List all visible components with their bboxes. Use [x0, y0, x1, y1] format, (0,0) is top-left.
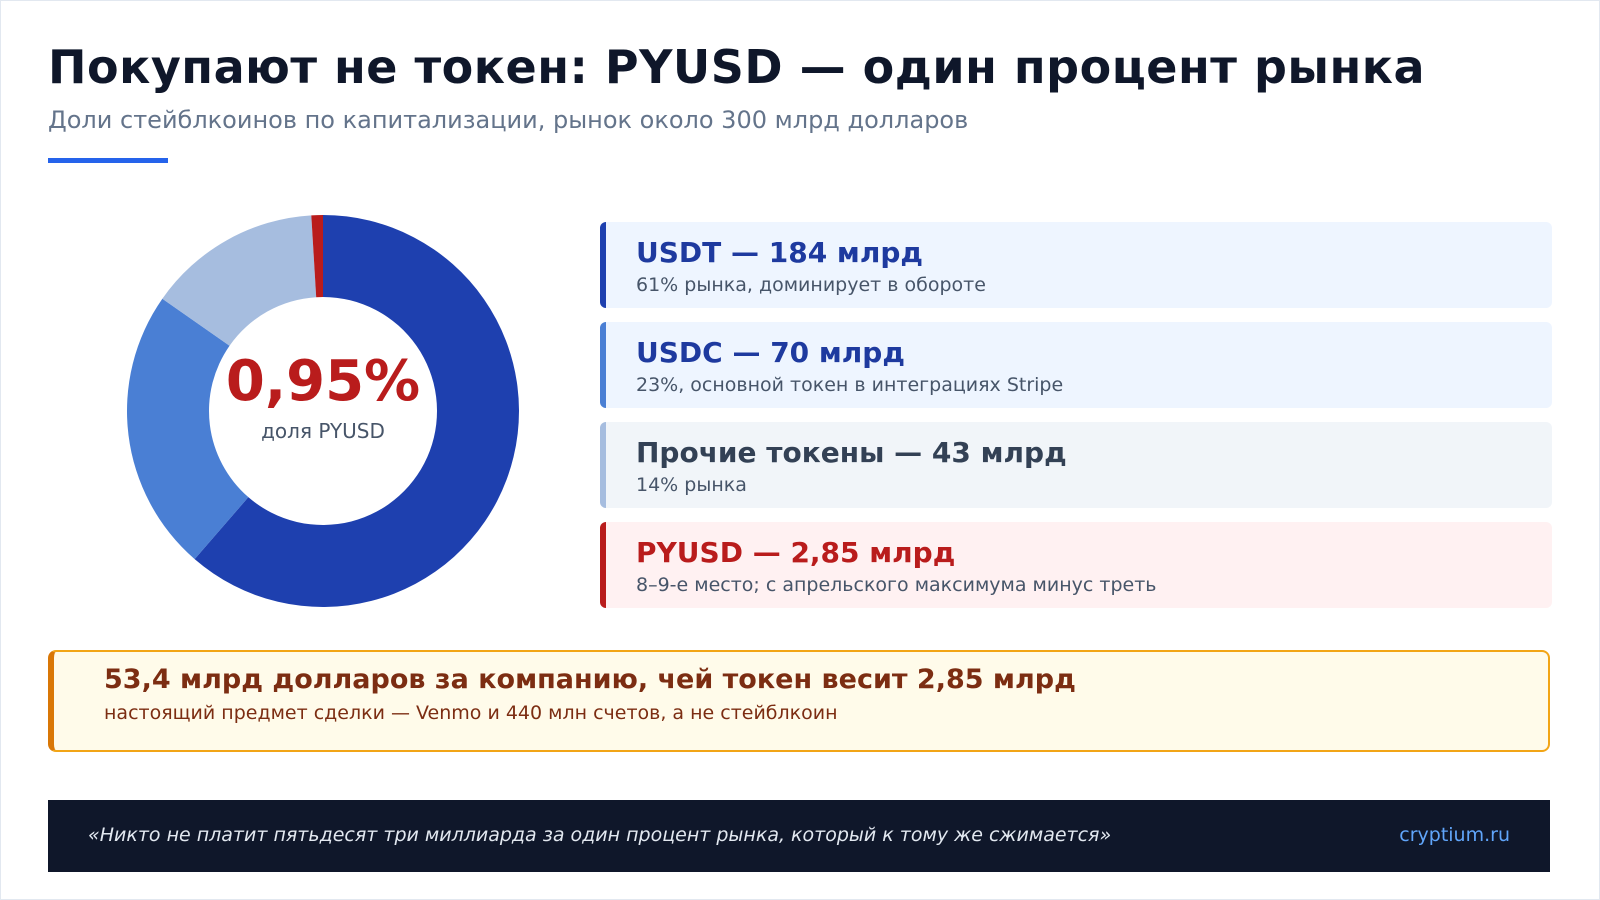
- card-desc: 23%, основной токен в интеграциях Stripe: [636, 374, 1064, 396]
- card-desc: 61% рынка, доминирует в обороте: [636, 274, 986, 296]
- footer-quote: «Никто не платит пятьдесят три миллиарда…: [88, 824, 1112, 846]
- card-desc: 14% рынка: [636, 474, 747, 496]
- page-title: Покупают не токен: PYUSD — один процент …: [48, 40, 1426, 94]
- center-label: доля PYUSD: [261, 419, 385, 443]
- legend-card-usdt: USDT — 184 млрд 61% рынка, доминирует в …: [600, 222, 1552, 308]
- footer-bar: «Никто не платит пятьдесят три миллиарда…: [48, 800, 1550, 872]
- legend-card-pyusd: PYUSD — 2,85 млрд 8–9-е место; с апрельс…: [600, 522, 1552, 608]
- donut-slice-usdt: [194, 215, 519, 607]
- donut-slice-прочие-токены: [162, 215, 317, 346]
- legend-cards: USDT — 184 млрд 61% рынка, доминирует в …: [600, 222, 1552, 622]
- donut-slice-usdc: [126, 298, 249, 560]
- brand-link[interactable]: cryptium.ru: [1399, 824, 1510, 846]
- callout-desc: настоящий предмет сделки — Venmo и 440 м…: [104, 702, 838, 724]
- page-subtitle: Доли стейблкоинов по капитализации, рыно…: [48, 106, 969, 134]
- accent-bar: [48, 158, 168, 163]
- card-stripe: [600, 422, 606, 508]
- card-desc: 8–9-е место; с апрельского максимума мин…: [636, 574, 1157, 596]
- donut-chart: 0,95% доля PYUSD: [126, 215, 519, 607]
- legend-card-usdc: USDC — 70 млрд 23%, основной токен в инт…: [600, 322, 1552, 408]
- donut-slice-pyusd: [311, 215, 323, 298]
- card-title: Прочие токены — 43 млрд: [636, 436, 1067, 469]
- callout-box: 53,4 млрд долларов за компанию, чей токе…: [48, 650, 1550, 752]
- callout-title: 53,4 млрд долларов за компанию, чей токе…: [104, 664, 1076, 695]
- card-stripe: [600, 222, 606, 308]
- card-title: PYUSD — 2,85 млрд: [636, 536, 956, 569]
- card-stripe: [600, 522, 606, 608]
- donut-slices: [126, 215, 519, 607]
- card-stripe: [600, 322, 606, 408]
- card-title: USDT — 184 млрд: [636, 236, 923, 269]
- legend-card-other: Прочие токены — 43 млрд 14% рынка: [600, 422, 1552, 508]
- center-value: 0,95%: [226, 349, 420, 414]
- card-title: USDC — 70 млрд: [636, 336, 905, 369]
